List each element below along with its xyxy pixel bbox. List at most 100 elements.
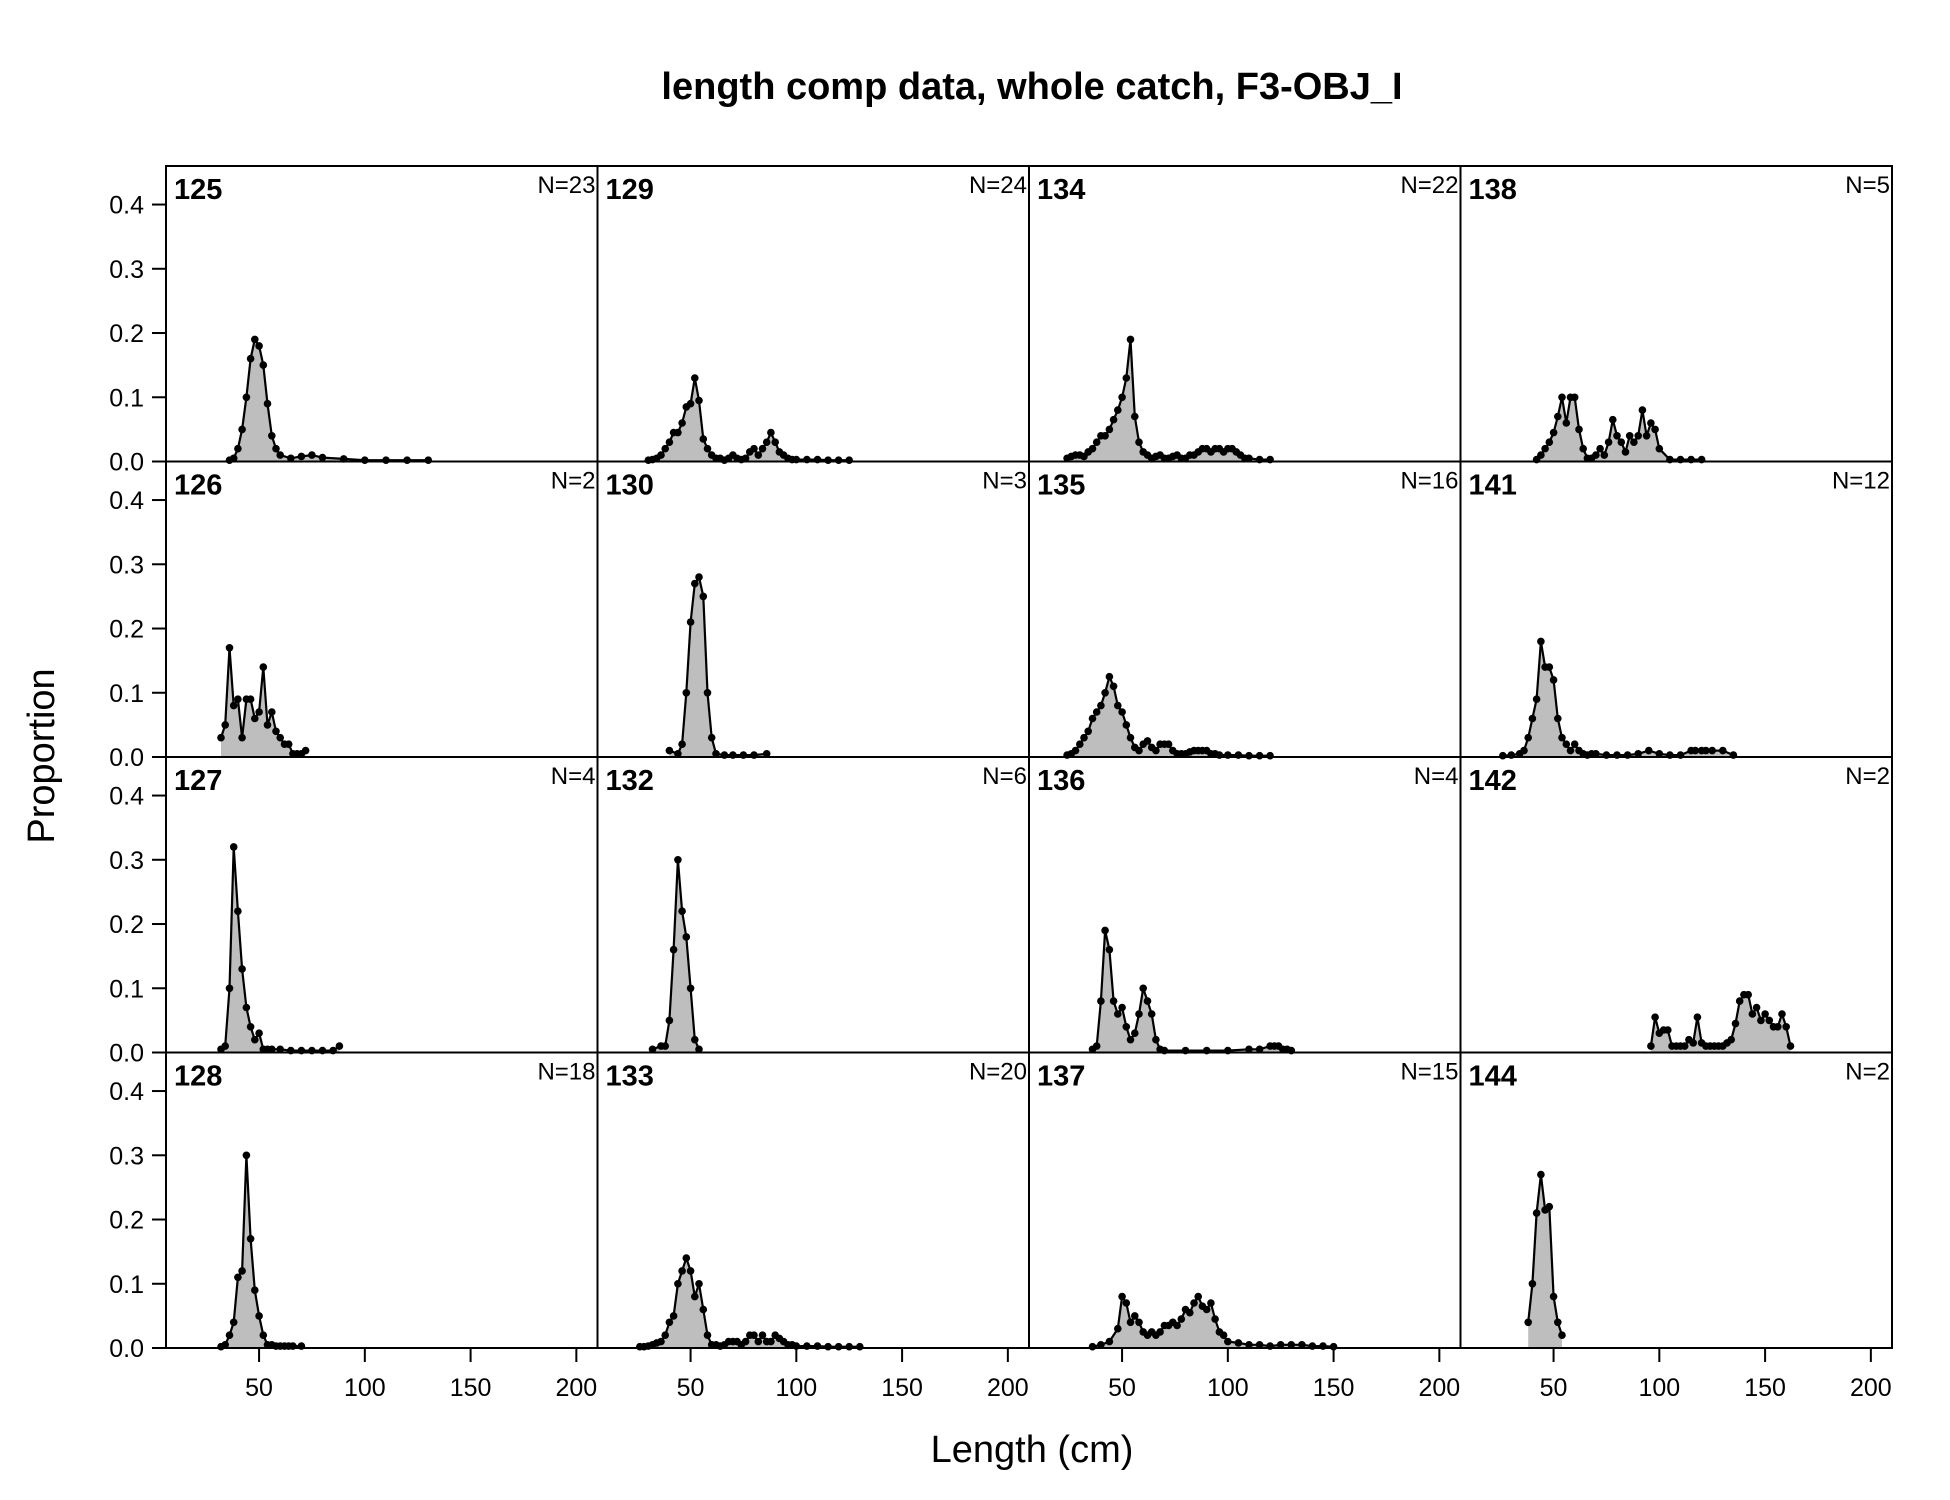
data-point bbox=[691, 579, 699, 588]
panel-frame bbox=[1459, 756, 1893, 1054]
data-point bbox=[1224, 1337, 1232, 1346]
area-fill bbox=[1067, 339, 1271, 462]
data-point bbox=[1202, 1305, 1211, 1314]
data-point bbox=[1109, 682, 1118, 691]
data-point bbox=[1708, 746, 1716, 755]
data-point bbox=[1092, 708, 1101, 716]
panel-frame bbox=[1459, 1051, 1893, 1349]
data-point bbox=[1524, 1318, 1532, 1327]
y-tick-label: 0.0 bbox=[109, 744, 144, 772]
data-point bbox=[1164, 740, 1173, 748]
data-point bbox=[1135, 438, 1143, 447]
data-point bbox=[1266, 751, 1274, 760]
area-fill bbox=[229, 339, 429, 462]
panel-frame bbox=[165, 1051, 599, 1349]
data-point bbox=[1245, 751, 1253, 760]
data-point bbox=[1778, 1010, 1786, 1018]
data-point bbox=[1156, 1328, 1164, 1336]
data-point bbox=[268, 708, 276, 716]
data-point bbox=[242, 1151, 251, 1160]
panel-frame bbox=[596, 165, 1030, 463]
data-point bbox=[1554, 1318, 1562, 1327]
data-point bbox=[284, 740, 293, 748]
data-point bbox=[276, 451, 285, 459]
panel-label: 132 bbox=[606, 765, 654, 797]
panel-label: 142 bbox=[1469, 765, 1517, 797]
data-point bbox=[251, 335, 259, 344]
data-point bbox=[1105, 1337, 1114, 1346]
data-point bbox=[1630, 438, 1638, 447]
data-point bbox=[234, 444, 242, 453]
panel-label: 141 bbox=[1469, 470, 1517, 502]
data-point bbox=[682, 1254, 691, 1262]
data-point bbox=[1761, 1010, 1769, 1018]
data-point bbox=[1625, 432, 1634, 440]
data-point bbox=[424, 456, 433, 465]
data-point bbox=[225, 644, 234, 652]
x-tick-label: 50 bbox=[677, 1374, 705, 1402]
panel-frame bbox=[596, 756, 1030, 1054]
area-fill bbox=[221, 846, 340, 1053]
data-point bbox=[678, 740, 686, 748]
data-point bbox=[1638, 406, 1647, 414]
data-point bbox=[1101, 689, 1109, 697]
panel-126: 126 N=2 bbox=[165, 460, 599, 758]
y-tick-label: 0.0 bbox=[109, 449, 144, 477]
data-point bbox=[1092, 1042, 1101, 1050]
data-point bbox=[1609, 415, 1617, 424]
y-tick-label: 0.2 bbox=[109, 911, 144, 939]
data-point bbox=[1592, 750, 1600, 758]
data-point bbox=[229, 843, 238, 851]
panel-label: 126 bbox=[174, 470, 222, 502]
y-axis-label: Proportion bbox=[21, 668, 63, 843]
data-point bbox=[361, 456, 369, 465]
data-point bbox=[276, 1045, 285, 1054]
data-point bbox=[1126, 335, 1135, 344]
panel-sample-size: N=23 bbox=[537, 172, 595, 199]
panel-label: 128 bbox=[174, 1061, 222, 1093]
data-point bbox=[1131, 1029, 1139, 1037]
series-line bbox=[669, 574, 767, 757]
panel-sample-size: N=20 bbox=[969, 1059, 1027, 1086]
data-point bbox=[767, 1337, 775, 1346]
data-point bbox=[1600, 451, 1609, 459]
panel-130: 130 N=3 bbox=[596, 460, 1030, 759]
data-point bbox=[1147, 1010, 1156, 1018]
data-point bbox=[1126, 733, 1135, 742]
y-tick-label: 0.2 bbox=[109, 320, 144, 348]
data-point bbox=[246, 1023, 255, 1031]
y-tick-label: 0.4 bbox=[109, 783, 144, 811]
data-point bbox=[1122, 374, 1131, 382]
panel-sample-size: N=2 bbox=[1845, 1059, 1890, 1086]
data-point bbox=[1135, 1318, 1143, 1327]
data-point bbox=[674, 856, 682, 864]
data-point bbox=[1634, 750, 1642, 758]
data-point bbox=[1131, 1312, 1139, 1320]
data-point bbox=[1752, 1003, 1761, 1012]
y-tick-label: 0.3 bbox=[109, 1142, 144, 1170]
panel-label: 136 bbox=[1037, 765, 1085, 797]
data-point bbox=[1105, 945, 1114, 954]
data-point bbox=[682, 933, 691, 941]
panel-label: 134 bbox=[1037, 174, 1085, 206]
data-point bbox=[225, 984, 234, 993]
x-axis-label: Length (cm) bbox=[931, 1429, 1134, 1471]
data-point bbox=[1702, 746, 1710, 755]
data-point bbox=[767, 428, 775, 437]
y-tick-label: 0.3 bbox=[109, 256, 144, 284]
data-point bbox=[1097, 701, 1105, 710]
data-point bbox=[1101, 926, 1109, 935]
panel-135: 135 N=16 bbox=[1028, 460, 1462, 760]
area-fill bbox=[1536, 397, 1702, 462]
data-point bbox=[754, 451, 763, 459]
data-point bbox=[335, 1042, 344, 1050]
data-point bbox=[1592, 451, 1600, 459]
data-point bbox=[1613, 432, 1621, 440]
data-point bbox=[1735, 997, 1744, 1005]
data-point bbox=[682, 689, 691, 697]
axes: 0.0 0.1 0.2 0.3 0.4 0.0 0.1 0.2 0.3 0.4 0.0 0.1 0.2 0… bbox=[109, 192, 1891, 1402]
data-point bbox=[1545, 663, 1554, 671]
data-point bbox=[1651, 1013, 1659, 1021]
data-point bbox=[217, 733, 225, 742]
